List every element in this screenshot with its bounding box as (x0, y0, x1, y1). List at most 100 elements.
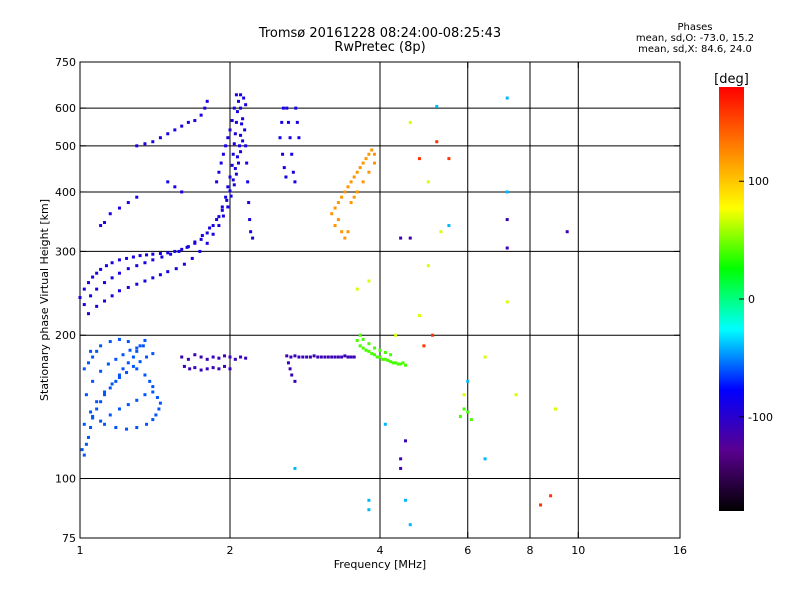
data-point (188, 367, 192, 371)
data-point (211, 355, 215, 359)
data-point (367, 508, 371, 512)
data-point (226, 205, 230, 209)
data-point (225, 198, 229, 202)
data-point (221, 214, 225, 218)
data-point (408, 236, 412, 240)
data-point (553, 407, 557, 411)
data-point (91, 414, 95, 418)
data-point (224, 195, 228, 199)
data-point (367, 279, 371, 283)
data-point (135, 398, 139, 402)
data-point (232, 106, 236, 110)
data-point (86, 361, 90, 365)
data-point (89, 425, 93, 429)
data-point (403, 439, 407, 443)
data-point (198, 249, 202, 253)
data-point (99, 369, 103, 373)
phases-mean-o: mean, sd,O: -73.0, 15.2 (635, 33, 755, 44)
data-point (336, 355, 340, 359)
data-point (131, 364, 135, 368)
data-point (231, 178, 235, 182)
data-point (141, 344, 145, 348)
data-point (99, 344, 103, 348)
data-point (154, 413, 158, 417)
data-point (373, 152, 377, 156)
data-point (426, 264, 430, 268)
data-point (383, 422, 387, 426)
data-point (394, 361, 398, 365)
data-point (391, 361, 395, 365)
y-tick-label: 750 (55, 56, 76, 69)
data-point (241, 139, 245, 143)
data-point (234, 93, 238, 97)
data-point (333, 355, 337, 359)
data-point (135, 264, 139, 268)
data-point (399, 466, 403, 470)
data-point (297, 355, 301, 359)
data-point (95, 400, 99, 404)
data-point (243, 128, 247, 132)
data-point (220, 208, 224, 212)
data-point (349, 355, 353, 359)
data-point (80, 448, 84, 452)
data-point (505, 218, 509, 222)
data-point (340, 195, 344, 199)
data-point (326, 355, 330, 359)
data-point (458, 414, 462, 418)
data-point (358, 333, 362, 337)
phases-label: Phases (677, 22, 713, 33)
data-point (160, 255, 164, 259)
data-point (193, 366, 197, 370)
data-point (143, 373, 147, 377)
data-point (148, 379, 152, 383)
data-point (135, 282, 139, 286)
data-point (367, 152, 371, 156)
data-point (114, 357, 118, 361)
data-point (290, 373, 294, 377)
data-point (247, 201, 251, 205)
data-point (235, 110, 239, 114)
data-point (422, 344, 426, 348)
data-point (103, 393, 107, 397)
data-point (248, 218, 252, 222)
data-point (200, 234, 204, 238)
data-point (505, 246, 509, 250)
data-point (89, 294, 93, 298)
data-point (110, 276, 114, 280)
data-point (193, 119, 197, 123)
data-point (226, 185, 230, 189)
data-point (235, 155, 239, 159)
data-point (340, 355, 344, 359)
data-point (447, 157, 451, 161)
data-point (394, 333, 398, 337)
data-point (349, 201, 353, 205)
data-point (330, 355, 334, 359)
data-point (230, 163, 234, 167)
data-point (173, 128, 177, 132)
data-point (336, 218, 340, 222)
data-point (205, 231, 209, 235)
data-point (330, 212, 334, 216)
data-point (367, 349, 371, 353)
data-point (285, 106, 289, 110)
data-point (333, 224, 337, 228)
data-point (293, 180, 297, 184)
data-point (295, 120, 299, 124)
data-point (151, 352, 155, 356)
data-point (151, 276, 155, 280)
data-point (138, 344, 142, 348)
data-point (364, 348, 368, 352)
data-point (370, 148, 374, 152)
data-point (447, 224, 451, 228)
data-point (211, 232, 215, 236)
data-point (343, 354, 347, 358)
data-point (239, 133, 243, 137)
x-tick-label: 16 (673, 544, 687, 557)
data-point (126, 340, 130, 344)
data-point (373, 353, 377, 357)
data-point (121, 353, 125, 357)
data-point (417, 314, 421, 318)
data-point (110, 294, 114, 298)
data-point (217, 215, 221, 219)
data-point (239, 355, 243, 359)
